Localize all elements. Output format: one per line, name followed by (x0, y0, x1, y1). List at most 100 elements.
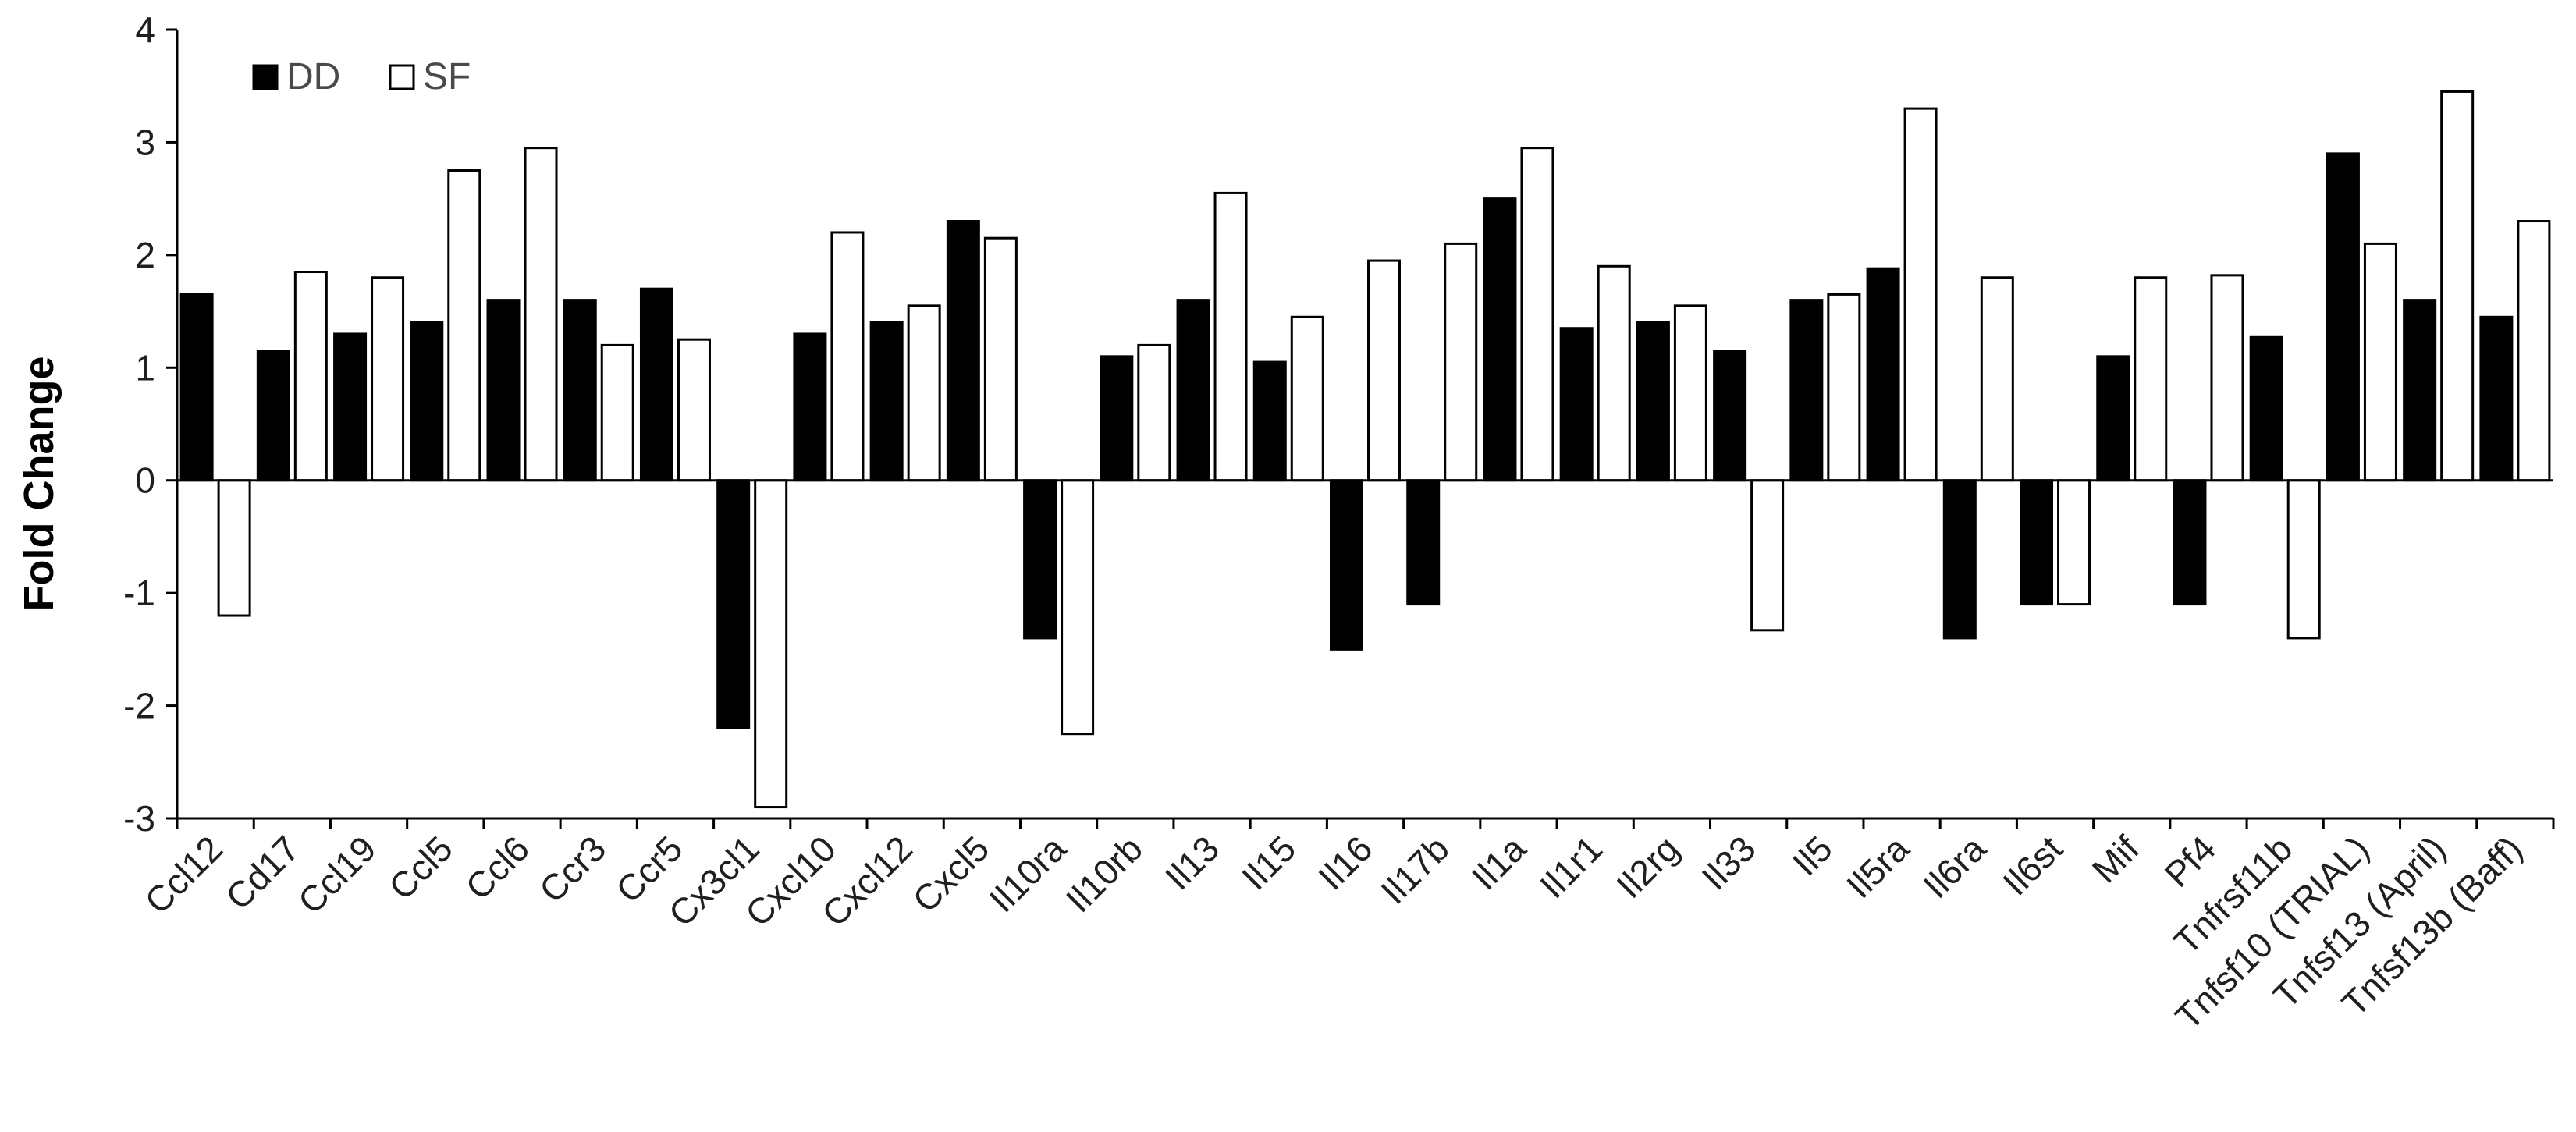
bar-dd (563, 299, 597, 482)
bar-sf (2134, 276, 2168, 482)
bar-sf (1903, 107, 1938, 482)
bar-dd (869, 321, 904, 482)
bar-dd (2403, 299, 2437, 482)
bar-sf (1367, 259, 1401, 482)
x-category-label: Ccl12 (137, 828, 230, 921)
bar-dd (1252, 360, 1287, 482)
x-category-label: Il6ra (1915, 828, 1993, 906)
x-category-label: Cd17 (218, 828, 307, 917)
bar-sf (293, 271, 328, 482)
bar-sf (2057, 479, 2091, 606)
x-category-label: Il5ra (1839, 828, 1917, 906)
bar-sf (983, 236, 1018, 482)
bar-dd (1100, 355, 1134, 482)
bar-dd (2096, 355, 2130, 482)
bar-dd (1330, 479, 1363, 651)
bar-dd (1023, 479, 1057, 640)
bar-dd (1866, 267, 1900, 482)
bar-sf (1980, 276, 2014, 482)
bar-dd (486, 299, 521, 482)
bar-sf (1213, 191, 1248, 482)
bar-dd (1713, 350, 1747, 482)
bar-dd (946, 220, 980, 482)
bar-sf (830, 231, 865, 482)
y-tick-label: 4 (135, 9, 155, 50)
bar-sf (1750, 479, 1785, 632)
x-category-label: Pf4 (2156, 828, 2223, 895)
bar-dd (716, 479, 751, 729)
bar-dd (2326, 152, 2360, 482)
x-category-label: Ccl6 (457, 828, 537, 907)
y-tick-label: 0 (135, 460, 155, 501)
x-category-label: Il5 (1785, 828, 1840, 883)
bar-dd (1176, 299, 1210, 482)
bar-sf (1290, 315, 1324, 482)
bar-sf (600, 343, 634, 482)
x-category-label: Il17b (1373, 828, 1456, 911)
bar-dd (2020, 479, 2054, 606)
x-category-label: Il15 (1234, 828, 1303, 897)
bar-dd (639, 287, 673, 482)
x-category-label: Mif (2084, 828, 2147, 890)
bar-sf (1827, 293, 1861, 482)
x-category-label: Il13 (1157, 828, 1227, 897)
bar-dd (410, 321, 444, 482)
x-axis-ticks: Ccl12Cd17Ccl19Ccl5Ccl6Ccr3Ccr5Cx3cl1Cxcl… (137, 818, 2555, 1037)
legend-swatch-dd (252, 64, 279, 90)
bar-sf (2286, 479, 2321, 640)
bar-dd (1636, 321, 1670, 482)
x-category-label: Cxcl5 (904, 828, 997, 920)
legend: DD SF (252, 56, 471, 98)
bar-dd (2249, 335, 2283, 482)
bar-sf (1444, 242, 1478, 482)
y-tick-label: 2 (135, 235, 155, 275)
bar-sf (217, 479, 251, 617)
bar-sf (2210, 274, 2244, 482)
bar-dd (256, 350, 290, 482)
bar-dd (793, 332, 827, 482)
x-category-label: Il33 (1693, 828, 1763, 897)
bar-sf (371, 276, 405, 482)
bar-sf (524, 147, 558, 482)
bar-dd (2479, 315, 2514, 482)
bar-sf (907, 304, 941, 482)
bar-sf (1597, 264, 1631, 482)
x-category-label: Il10rb (1058, 828, 1150, 920)
x-category-label: Il1r1 (1532, 828, 1610, 906)
bar-sf (2363, 242, 2397, 482)
x-category-label: Ccr3 (531, 828, 613, 910)
x-category-label: Il1a (1464, 828, 1534, 898)
y-tick-label: 1 (135, 347, 155, 388)
bar-sf (2517, 220, 2551, 482)
bar-dd (1789, 299, 1824, 482)
bar-sf (1673, 304, 1707, 482)
bar-sf (1061, 479, 1095, 736)
bar-series-group (179, 90, 2551, 809)
bar-dd (1559, 327, 1594, 482)
y-tick-label: -1 (123, 573, 155, 613)
bar-sf (1137, 343, 1171, 482)
x-category-label: Il2rg (1608, 828, 1686, 906)
bar-dd (179, 293, 214, 482)
legend-swatch-sf (389, 64, 415, 90)
legend-label-sf: SF (423, 56, 471, 98)
x-category-label: Ccl19 (290, 828, 384, 921)
bar-dd (1942, 479, 1977, 640)
y-tick-label: 3 (135, 122, 155, 162)
x-category-label: Il6st (1995, 828, 2070, 903)
y-tick-label: -3 (123, 798, 155, 839)
bar-sf (2440, 90, 2475, 482)
y-tick-label: -2 (123, 686, 155, 726)
bar-sf (447, 169, 481, 482)
y-axis-title: Fold Change (16, 357, 62, 612)
y-axis-ticks: 4 3 2 1 0 -1 -2 -3 (123, 9, 177, 839)
bar-sf (1520, 147, 1554, 482)
x-category-label: Ccl5 (381, 828, 460, 907)
legend-label-dd: DD (286, 56, 340, 98)
bar-dd (1406, 479, 1441, 606)
bar-dd (2173, 479, 2207, 606)
bar-sf (754, 479, 788, 809)
bar-sf (677, 338, 711, 482)
bar-dd (1483, 197, 1517, 482)
